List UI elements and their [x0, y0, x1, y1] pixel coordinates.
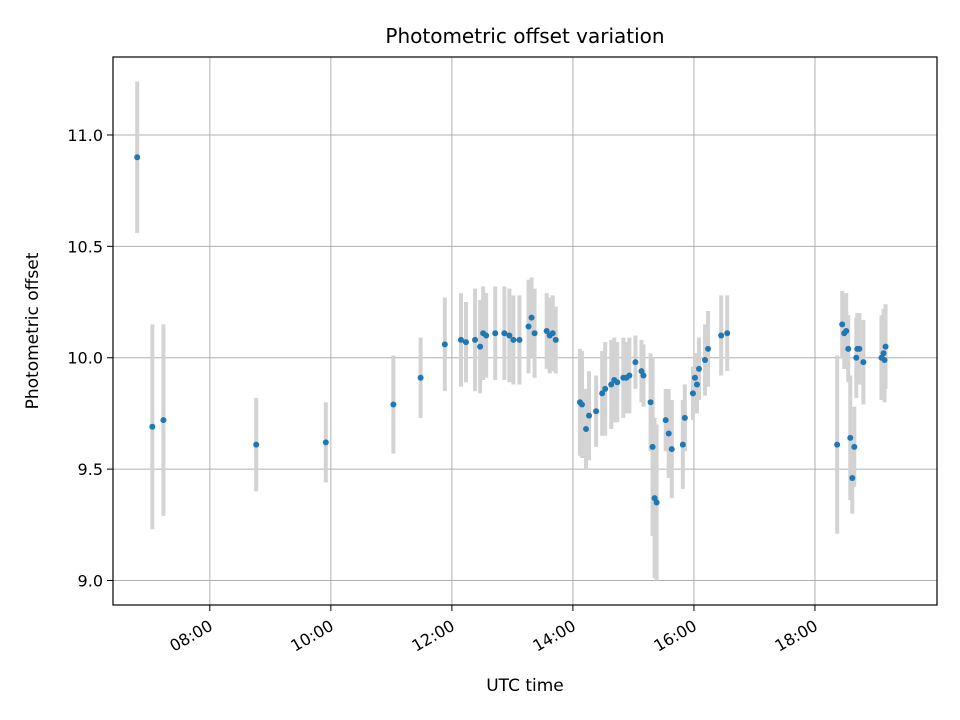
data-point [695, 365, 702, 372]
data-point [586, 412, 593, 419]
data-points [134, 154, 889, 506]
data-point [651, 495, 658, 502]
y-tick-label: 10.5 [67, 237, 103, 256]
data-point [552, 336, 559, 343]
data-point [647, 399, 654, 406]
data-point [583, 426, 590, 433]
data-point [860, 359, 867, 366]
data-point [462, 339, 469, 346]
data-point [626, 372, 633, 379]
data-point [543, 328, 550, 334]
data-point [693, 381, 700, 388]
data-point [653, 499, 660, 506]
data-point [149, 423, 156, 430]
data-point [483, 332, 490, 339]
y-axis-title: Photometric offset [23, 252, 43, 409]
data-point [525, 323, 532, 330]
data-point [134, 154, 141, 161]
data-point [477, 343, 484, 350]
data-point [702, 356, 709, 363]
data-point [492, 330, 499, 337]
data-point [602, 385, 609, 392]
data-point [691, 374, 698, 381]
y-tick-label: 10.0 [67, 349, 103, 368]
y-tick-label: 9.0 [78, 571, 103, 590]
data-point [649, 443, 656, 450]
data-point [531, 330, 538, 337]
data-point [501, 330, 508, 337]
data-point [640, 372, 647, 379]
y-tick-label: 9.5 [78, 460, 103, 479]
data-point [882, 343, 889, 350]
data-point [599, 390, 606, 397]
data-point [845, 345, 852, 352]
grid [113, 57, 937, 605]
data-point [834, 441, 841, 448]
data-point [608, 381, 615, 388]
data-point [724, 330, 731, 337]
chart-title: Photometric offset variation [385, 24, 664, 48]
data-point [417, 374, 424, 381]
data-point [457, 336, 464, 343]
data-point [662, 417, 669, 424]
data-point [679, 441, 686, 448]
data-point [843, 328, 850, 334]
data-point [853, 354, 860, 361]
data-point [632, 359, 639, 366]
data-point [516, 336, 523, 343]
data-point [705, 345, 712, 352]
data-point [880, 350, 887, 357]
data-point [847, 434, 854, 441]
data-point [160, 417, 167, 424]
x-axis-title: UTC time [486, 676, 564, 696]
data-point [856, 345, 863, 352]
data-point [593, 408, 600, 415]
data-point [549, 330, 556, 337]
data-point [881, 356, 888, 363]
data-point [390, 401, 397, 408]
data-point [681, 414, 688, 421]
data-point [614, 379, 621, 386]
data-point [665, 430, 672, 437]
y-axis-ticks: 9.0 9.5 10.0 10.5 11.0 [67, 126, 113, 590]
data-point [506, 332, 513, 339]
data-point [851, 443, 858, 450]
data-point [849, 475, 856, 482]
data-point [253, 441, 260, 448]
data-point [578, 401, 585, 408]
data-point [472, 336, 479, 343]
data-point [638, 368, 645, 375]
y-tick-label: 11.0 [67, 126, 103, 145]
data-point [839, 321, 846, 328]
data-point [510, 336, 517, 343]
plot-frame [112, 56, 938, 606]
data-point [528, 314, 535, 321]
data-point [322, 439, 329, 446]
data-point [668, 446, 675, 453]
data-point [718, 332, 725, 339]
data-point [689, 390, 696, 397]
data-point [441, 341, 448, 348]
